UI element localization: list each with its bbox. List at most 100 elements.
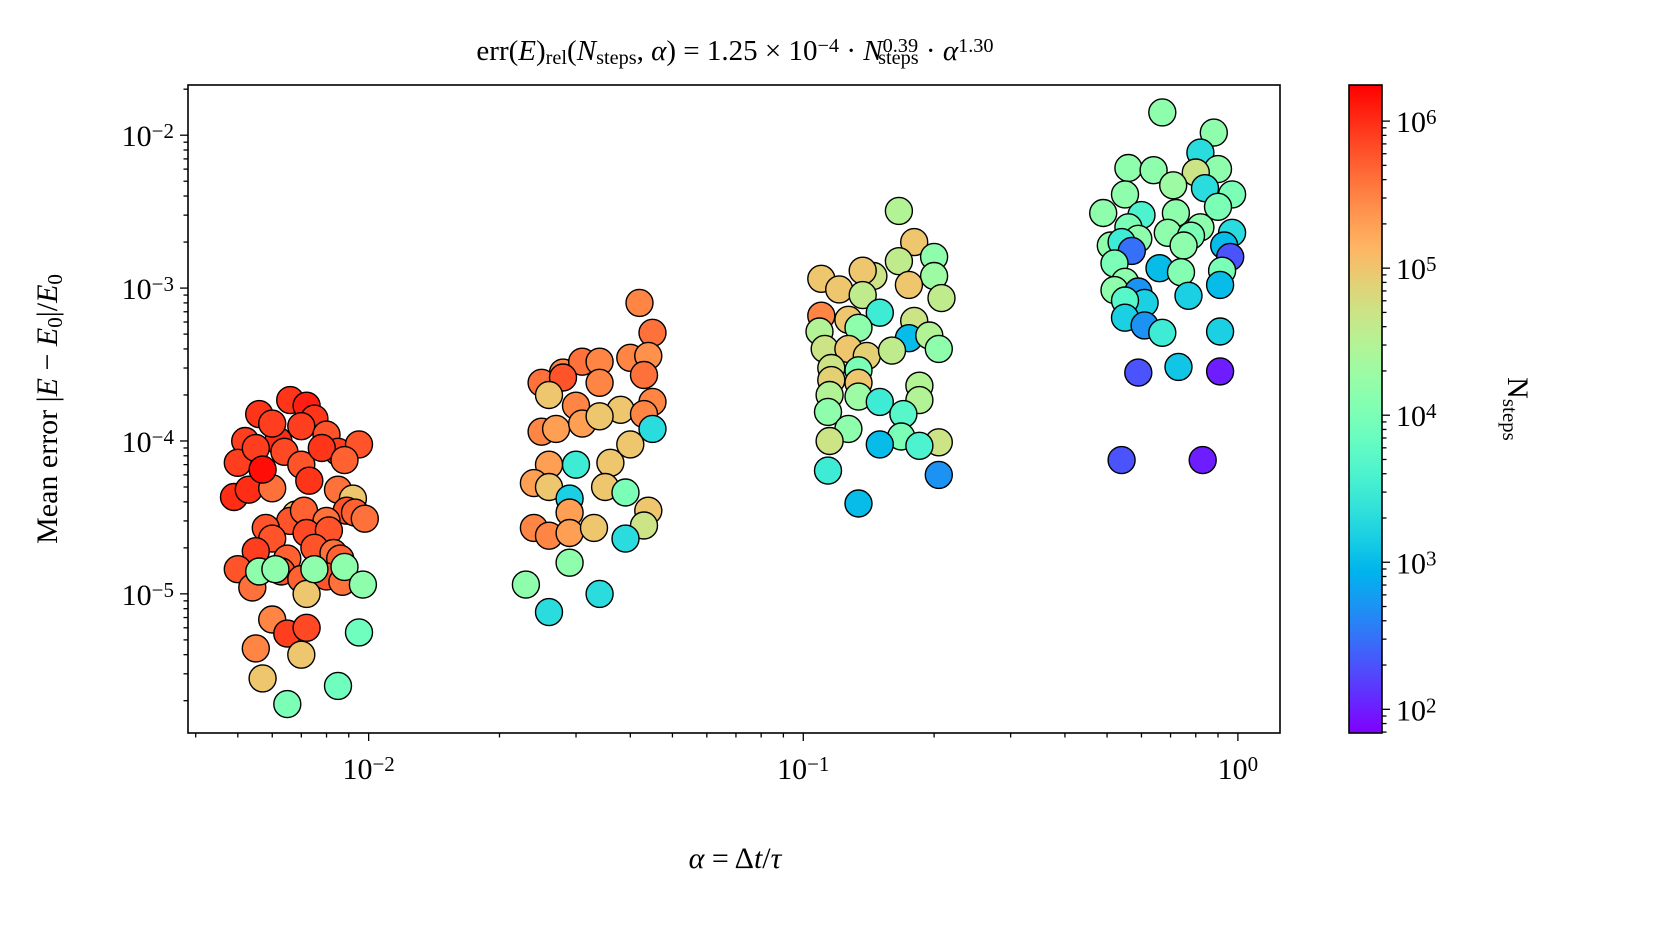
data-point <box>534 380 564 410</box>
y-axis-label: Mean error |E − E0|/E0 <box>31 274 67 544</box>
plot-frame <box>187 84 1281 734</box>
data-point <box>1124 358 1153 387</box>
data-point <box>1205 270 1235 300</box>
data-point <box>1110 180 1140 209</box>
data-point <box>258 409 287 438</box>
text-segment: N <box>576 35 598 67</box>
text-segment: steps <box>1498 399 1522 441</box>
text-segment: = Δ <box>704 842 754 875</box>
y-tick-label: 10−5 <box>122 577 174 611</box>
text-segment: −2 <box>372 752 394 776</box>
colorbar-label: Nsteps <box>1498 377 1534 441</box>
data-point <box>261 555 290 584</box>
data-point <box>292 613 321 642</box>
data-point <box>541 414 571 444</box>
data-point <box>1174 281 1203 310</box>
data-point <box>330 445 359 475</box>
data-point <box>825 275 854 304</box>
colorbar-tick-label: 105 <box>1396 252 1437 286</box>
x-axis: 10−2 10−1 100 <box>195 733 1259 786</box>
text-segment: 2 <box>1426 693 1437 717</box>
text-segment: τ <box>771 842 783 875</box>
text-segment: 1.30 <box>958 35 994 57</box>
data-point <box>813 397 843 427</box>
data-point <box>865 430 894 459</box>
data-point <box>611 478 640 507</box>
text-segment: −1 <box>807 752 829 776</box>
data-point <box>877 336 907 365</box>
data-point <box>848 280 877 310</box>
data-point <box>616 430 645 459</box>
text-segment: t <box>754 842 763 875</box>
data-point <box>1164 352 1193 382</box>
data-point <box>287 640 316 669</box>
colorbar-tick-label: 103 <box>1396 546 1437 580</box>
text-segment: ( <box>567 35 577 67</box>
data-point <box>1199 118 1229 147</box>
text-segment: 10 <box>1396 253 1426 286</box>
text-segment: steps <box>878 47 919 69</box>
data-point <box>1166 258 1196 287</box>
data-point <box>307 433 336 463</box>
text-segment: 10 <box>122 120 152 153</box>
data-point <box>844 489 873 518</box>
data-point <box>555 548 584 577</box>
data-point <box>1148 98 1177 127</box>
data-point <box>813 456 843 485</box>
text-segment: 10 <box>122 426 152 459</box>
text-segment: −5 <box>152 577 174 601</box>
text-segment: − <box>31 346 64 378</box>
data-point <box>555 518 584 548</box>
text-segment: E <box>31 378 64 397</box>
y-tick-label: 10−3 <box>122 272 174 306</box>
text-segment: err( <box>476 35 518 67</box>
data-point <box>300 555 329 584</box>
data-point <box>1148 318 1177 347</box>
data-point <box>1158 171 1188 200</box>
text-segment: 10 <box>1396 400 1426 433</box>
text-segment: −4 <box>817 35 839 57</box>
text-segment: Mean error | <box>31 396 64 544</box>
data-point <box>848 256 877 285</box>
x-tick-label: 10−1 <box>777 752 829 786</box>
text-segment: E <box>517 35 536 67</box>
data-point <box>1114 153 1143 183</box>
data-point <box>1188 445 1217 475</box>
data-point <box>1169 231 1198 260</box>
data-point <box>596 448 625 477</box>
text-segment: α <box>651 35 667 67</box>
data-point <box>579 513 609 543</box>
text-segment: 10 <box>342 753 372 786</box>
data-point <box>585 368 614 397</box>
text-segment: 10 <box>777 753 807 786</box>
text-segment: |/ <box>31 302 64 317</box>
colorbar-tick-label: 104 <box>1396 399 1437 433</box>
data-point <box>348 570 378 599</box>
data-point <box>344 618 374 647</box>
data-point <box>924 460 953 490</box>
y-axis: 10−210−310−410−5 <box>122 88 188 702</box>
text-segment: 10 <box>1396 547 1426 580</box>
data-point <box>511 570 541 599</box>
data-point <box>330 552 359 582</box>
text-segment: −3 <box>152 272 174 296</box>
chart-title: err(E)rel(Nsteps, α) = 1.25 × 10−4 · N0.… <box>476 35 993 69</box>
data-point <box>585 402 614 431</box>
data-point <box>323 671 353 701</box>
text-segment: ) = 1.25 × 10 <box>666 35 817 67</box>
text-segment: 10 <box>1396 106 1426 139</box>
text-segment: 0.39 <box>883 35 919 57</box>
text-segment: 4 <box>1426 399 1437 423</box>
text-segment: , <box>637 35 652 67</box>
text-segment: ) <box>536 35 546 67</box>
y-tick-label: 10−4 <box>122 425 175 459</box>
data-point <box>295 466 324 495</box>
data-point <box>287 412 316 441</box>
data-point <box>1107 445 1136 475</box>
data-point <box>1205 357 1235 386</box>
text-segment: 0 <box>1248 752 1259 776</box>
colorbar-gradient <box>1349 85 1382 733</box>
